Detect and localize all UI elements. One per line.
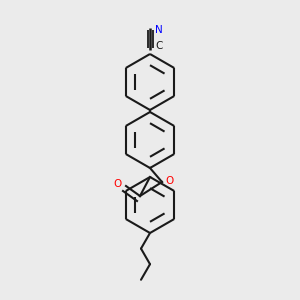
Text: N: N bbox=[155, 25, 163, 35]
Text: C: C bbox=[155, 41, 162, 51]
Text: O: O bbox=[113, 179, 121, 189]
Text: O: O bbox=[165, 176, 173, 186]
